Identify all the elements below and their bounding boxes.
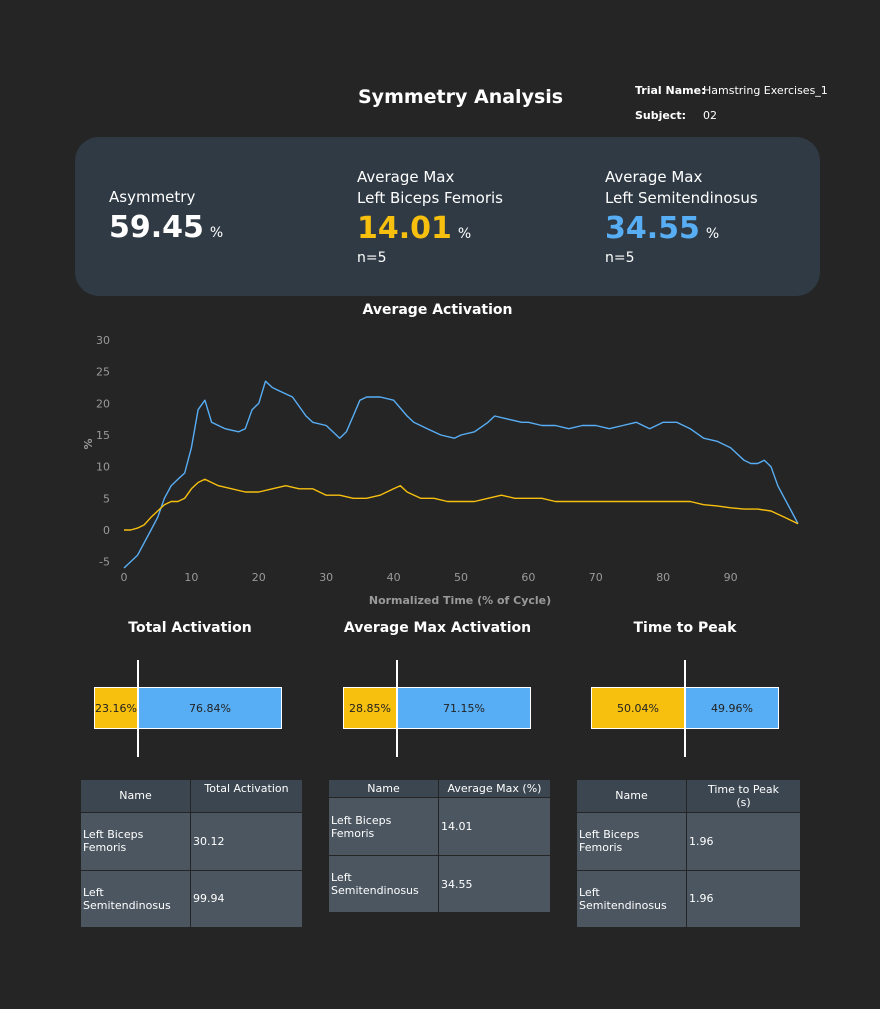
table-cell-name: Left Semitendinosus <box>81 870 191 928</box>
right-n-count: n=5 <box>605 250 635 266</box>
subject-value: 02 <box>703 109 717 122</box>
time-to-peak-divider <box>684 660 686 757</box>
avg-max-right-bar: 71.15% <box>397 687 531 729</box>
y-tick-label: 10 <box>96 461 110 474</box>
y-axis-label: % <box>82 438 95 449</box>
avg-max-divider <box>396 660 398 757</box>
x-tick-label: 0 <box>121 571 128 584</box>
table-header-time-to-peak: Time to Peak (s) <box>686 780 800 813</box>
table-header-name: Name <box>329 780 439 798</box>
time-to-peak-table: Name Time to Peak (s) Left Biceps Femori… <box>577 780 800 928</box>
summary-panel: Asymmetry 59.45% Average Max Left Biceps… <box>75 137 820 296</box>
right-avg-max-label: Average Max <box>605 168 703 186</box>
y-tick-label: 20 <box>96 397 110 410</box>
left-muscle-label: Left Biceps Femoris <box>357 189 504 207</box>
table-header-name: Name <box>577 780 687 813</box>
table-cell-value: 1.96 <box>686 870 800 928</box>
time-to-peak-left-bar: 50.04% <box>591 687 685 729</box>
table-cell-value: 99.94 <box>190 870 302 928</box>
left-avg-max-block: Average Max Left Biceps Femoris 14.01% n… <box>357 167 503 266</box>
asymmetry-unit: % <box>209 225 224 241</box>
avg-max-left-bar: 28.85% <box>343 687 397 729</box>
right-avg-max-value: 34.55 <box>605 211 700 246</box>
x-tick-label: 40 <box>387 571 401 584</box>
trial-name-value: Hamstring Exercises_1 <box>703 84 828 97</box>
y-tick-label: 0 <box>103 524 110 537</box>
subject-label: Subject: <box>635 109 687 122</box>
left-n-count: n=5 <box>357 250 387 266</box>
right-avg-max-block: Average Max Left Semitendinosus 34.55% n… <box>605 167 758 266</box>
table-cell-name: Left Biceps Femoris <box>329 797 439 856</box>
x-axis-label: Normalized Time (% of Cycle) <box>369 594 551 607</box>
x-tick-label: 30 <box>319 571 333 584</box>
table-cell-value: 14.01 <box>438 797 550 856</box>
x-tick-label: 70 <box>589 571 603 584</box>
x-tick-label: 10 <box>184 571 198 584</box>
table-header-average-max: Average Max (%) <box>438 780 550 798</box>
left-avg-max-label: Average Max <box>357 168 455 186</box>
table-header-total-activation: Total Activation <box>190 780 302 813</box>
y-tick-label: 25 <box>96 366 110 379</box>
x-tick-label: 20 <box>252 571 266 584</box>
x-tick-label: 90 <box>724 571 738 584</box>
time-to-peak-title: Time to Peak <box>633 620 737 636</box>
series-line-biceps-femoris <box>124 478 799 531</box>
total-activation-divider <box>137 660 139 757</box>
right-muscle-label: Left Semitendinosus <box>605 189 758 207</box>
left-avg-max-unit: % <box>457 226 472 242</box>
table-cell-name: Left Semitendinosus <box>329 855 439 913</box>
table-cell-value: 1.96 <box>686 812 800 871</box>
table-header-name: Name <box>81 780 191 813</box>
table-cell-value: 34.55 <box>438 855 550 913</box>
total-activation-title: Total Activation <box>128 620 252 636</box>
asymmetry-block: Asymmetry 59.45% <box>109 187 223 245</box>
y-tick-label: 30 <box>96 334 110 347</box>
total-activation-left-bar: 23.16% <box>94 687 138 729</box>
trial-name-label: Trial Name: <box>635 84 706 97</box>
page-title: Symmetry Analysis <box>358 86 564 108</box>
activation-line-chart: -5 0 5 10 15 20 25 30 0 10 20 30 40 50 60 70 80 90% Normal… <box>82 334 799 607</box>
avg-max-activation-title: Average Max Activation <box>343 620 532 636</box>
x-tick-label: 60 <box>521 571 535 584</box>
asymmetry-label: Asymmetry <box>109 188 196 206</box>
left-avg-max-value: 14.01 <box>357 211 452 246</box>
asymmetry-value: 59.45 <box>109 210 204 245</box>
time-to-peak-right-bar: 49.96% <box>685 687 779 729</box>
y-tick-label: 5 <box>103 492 110 505</box>
avg-max-table: Name Average Max (%) Left Biceps Femoris… <box>329 780 550 913</box>
y-tick-label: -5 <box>99 556 110 569</box>
series-line-semitendinosus <box>123 380 799 569</box>
x-tick-label: 80 <box>656 571 670 584</box>
table-cell-name: Left Biceps Femoris <box>81 812 191 871</box>
x-tick-label: 50 <box>454 571 468 584</box>
table-cell-name: Left Biceps Femoris <box>577 812 687 871</box>
table-cell-name: Left Semitendinosus <box>577 870 687 928</box>
table-cell-value: 30.12 <box>190 812 302 871</box>
right-avg-max-unit: % <box>705 226 720 242</box>
total-activation-table: Name Total Activation Left Biceps Femori… <box>81 780 302 928</box>
chart-title: Average Activation <box>362 302 513 318</box>
total-activation-right-bar: 76.84% <box>138 687 282 729</box>
y-tick-label: 15 <box>96 429 110 442</box>
